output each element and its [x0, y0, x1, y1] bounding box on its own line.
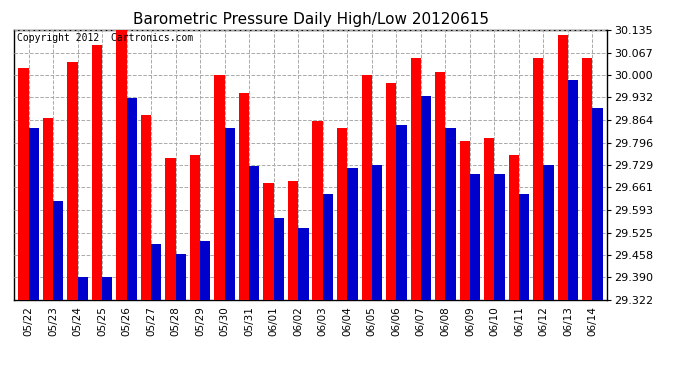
Bar: [323, 194, 333, 300]
Bar: [568, 80, 578, 300]
Bar: [484, 138, 495, 300]
Bar: [470, 174, 480, 300]
Bar: [225, 128, 235, 300]
Bar: [117, 30, 126, 300]
Bar: [495, 174, 504, 300]
Bar: [445, 128, 455, 300]
Bar: [533, 58, 544, 300]
Bar: [362, 75, 372, 300]
Bar: [166, 158, 176, 300]
Bar: [249, 166, 259, 300]
Bar: [337, 128, 347, 300]
Bar: [421, 96, 431, 300]
Bar: [67, 62, 77, 300]
Bar: [141, 115, 151, 300]
Bar: [593, 108, 603, 300]
Bar: [519, 194, 529, 300]
Bar: [151, 244, 161, 300]
Bar: [239, 93, 249, 300]
Bar: [298, 228, 308, 300]
Bar: [411, 58, 421, 300]
Bar: [190, 154, 200, 300]
Bar: [386, 83, 396, 300]
Bar: [200, 241, 210, 300]
Bar: [544, 165, 554, 300]
Bar: [92, 45, 102, 300]
Bar: [43, 118, 53, 300]
Bar: [18, 68, 28, 300]
Bar: [313, 122, 323, 300]
Bar: [77, 278, 88, 300]
Bar: [288, 181, 298, 300]
Bar: [347, 168, 357, 300]
Bar: [509, 154, 519, 300]
Bar: [582, 58, 593, 300]
Bar: [28, 128, 39, 300]
Title: Barometric Pressure Daily High/Low 20120615: Barometric Pressure Daily High/Low 20120…: [132, 12, 489, 27]
Bar: [264, 183, 274, 300]
Bar: [372, 165, 382, 300]
Bar: [102, 278, 112, 300]
Bar: [53, 201, 63, 300]
Bar: [176, 254, 186, 300]
Bar: [215, 75, 225, 300]
Bar: [435, 72, 445, 300]
Bar: [558, 35, 568, 300]
Bar: [460, 141, 470, 300]
Text: Copyright 2012  Cartronics.com: Copyright 2012 Cartronics.com: [17, 33, 193, 43]
Bar: [396, 124, 406, 300]
Bar: [126, 98, 137, 300]
Bar: [274, 217, 284, 300]
